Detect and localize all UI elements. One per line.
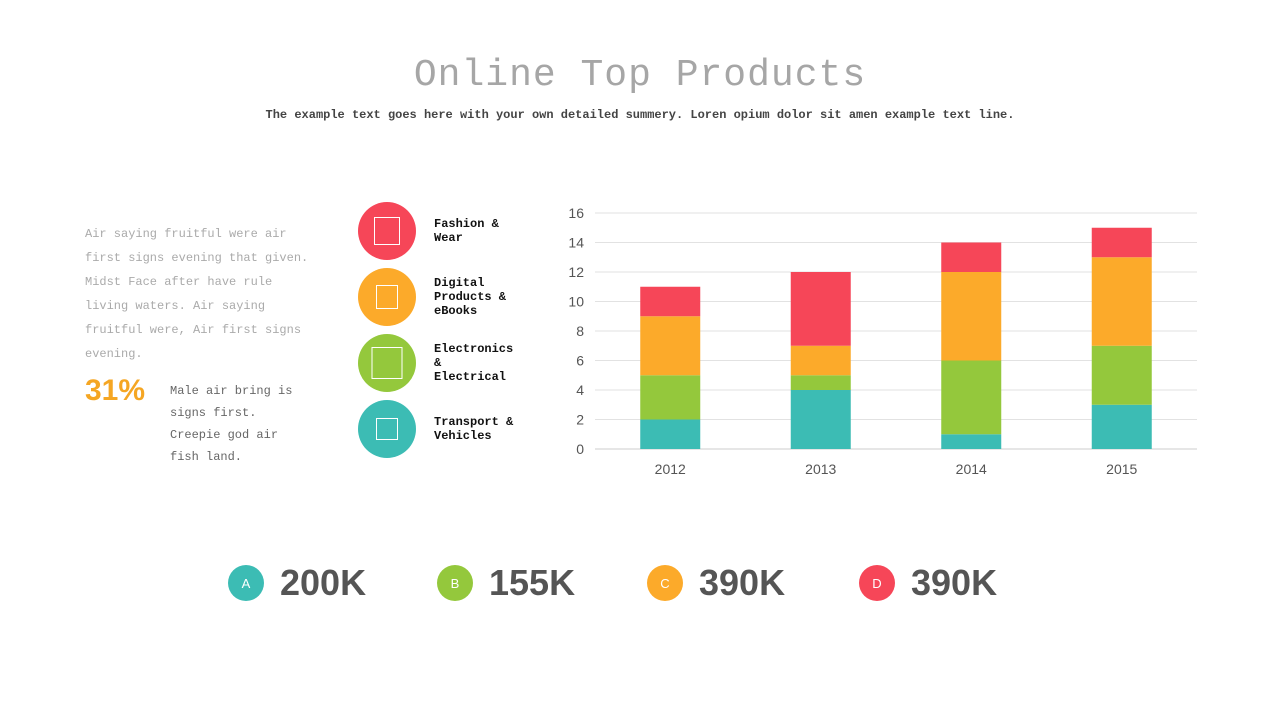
percent-description: Male air bring is signs first. Creepie g… <box>170 384 293 464</box>
bar-segment <box>790 375 851 390</box>
bar-segment <box>640 375 701 420</box>
x-tick-label: 2014 <box>956 461 987 477</box>
percent-stat: 31% <box>85 374 146 407</box>
bar-segment <box>941 360 1002 435</box>
category-label: Transport & Vehicles <box>434 415 514 443</box>
stat-value: 390K <box>911 562 998 603</box>
stat-badge: B <box>437 565 473 601</box>
digital-circle-icon <box>358 268 416 326</box>
bar-segment <box>790 345 851 376</box>
transport-circle-icon <box>358 400 416 458</box>
y-tick-label: 14 <box>568 235 584 251</box>
y-tick-label: 8 <box>576 323 584 339</box>
stat-d: D 390K <box>859 562 997 604</box>
page-title: Online Top Products <box>413 54 867 97</box>
bar-segment <box>640 286 701 317</box>
bar-segment <box>1091 345 1152 405</box>
category-electronics: Electronics & Electrical <box>358 334 513 392</box>
stat-b: B 155K <box>437 562 575 604</box>
y-tick-label: 12 <box>568 264 584 280</box>
y-tick-label: 0 <box>576 441 584 457</box>
bar-segment <box>640 316 701 376</box>
y-tick-label: 16 <box>568 205 584 221</box>
subtitle: The example text goes here with your own… <box>265 108 1015 122</box>
bar-segment <box>1091 257 1152 346</box>
bar-segment <box>941 434 1002 449</box>
stat-badge: D <box>859 565 895 601</box>
description-paragraph: Air saying fruitful were air first signs… <box>85 227 309 361</box>
stat-badge: C <box>647 565 683 601</box>
x-tick-label: 2012 <box>655 461 686 477</box>
category-label: Digital Products & eBooks <box>434 276 507 318</box>
bar-segment <box>941 272 1002 361</box>
stat-value: 155K <box>489 562 576 603</box>
category-label: Fashion & Wear <box>434 217 499 245</box>
bar-segment <box>790 272 851 346</box>
stat-a: A 200K <box>228 562 366 604</box>
category-transport: Transport & Vehicles <box>358 400 513 458</box>
bar-segment <box>1091 404 1152 449</box>
category-fashion: Fashion & Wear <box>358 202 499 260</box>
bar-segment <box>790 390 851 449</box>
y-tick-label: 4 <box>576 382 584 398</box>
x-tick-label: 2013 <box>805 461 836 477</box>
y-tick-label: 2 <box>576 412 584 428</box>
category-digital: Digital Products & eBooks <box>358 268 506 326</box>
stat-c: C 390K <box>647 562 785 604</box>
bar-segment <box>941 242 1002 272</box>
x-tick-label: 2015 <box>1106 461 1137 477</box>
stat-value: 390K <box>699 562 786 603</box>
stacked-bar-chart: 0 2 4 6 8 10 12 14 16 2012 2013 2014 2015 <box>568 205 1197 477</box>
y-tick-label: 6 <box>576 353 584 369</box>
fashion-circle-icon <box>358 202 416 260</box>
bar-segment <box>640 419 701 449</box>
category-label: Electronics & Electrical <box>434 342 514 384</box>
stat-badge: A <box>228 565 264 601</box>
electronics-circle-icon <box>358 334 416 392</box>
bar-segment <box>1091 227 1152 258</box>
y-tick-label: 10 <box>568 294 584 310</box>
stat-value: 200K <box>280 562 367 603</box>
